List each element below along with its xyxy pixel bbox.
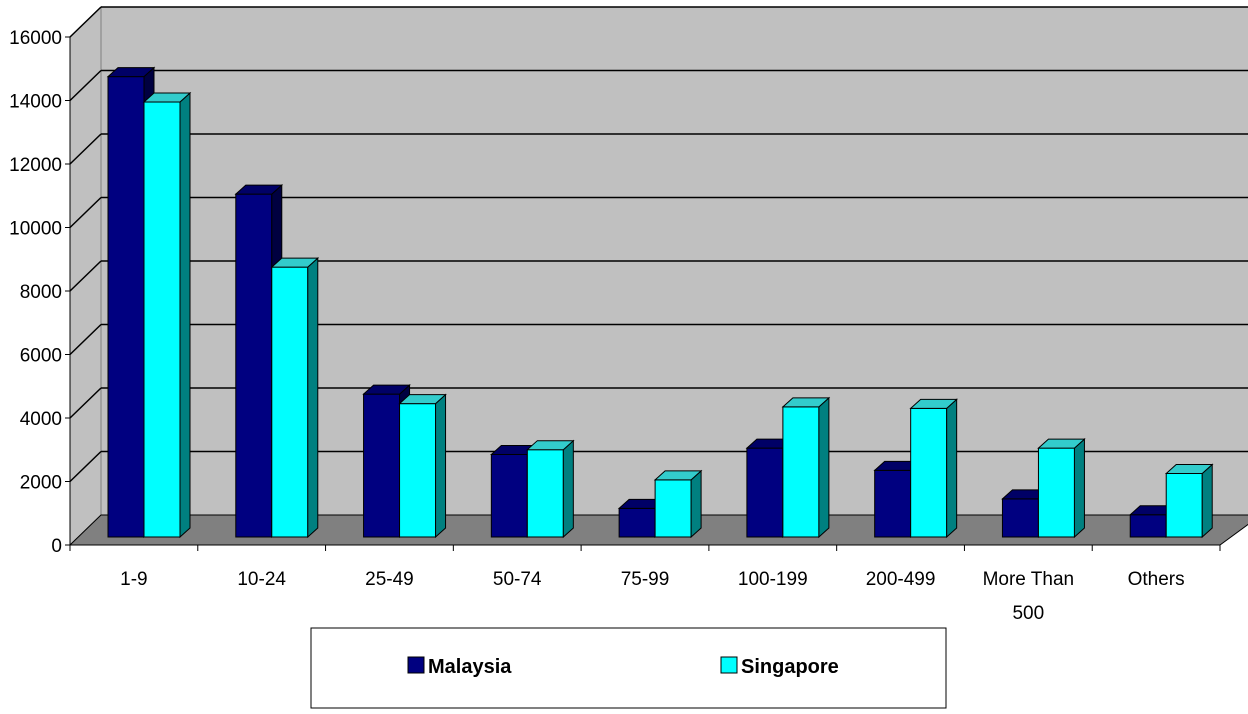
- bar-singapore-6: [909, 398, 958, 539]
- bar-front: [143, 101, 181, 538]
- bar-front: [107, 76, 145, 538]
- y-tick-label: 12000: [9, 155, 62, 176]
- bar-front: [874, 469, 912, 538]
- gridline-side: [69, 387, 102, 419]
- gridline-side: [69, 450, 102, 483]
- bar-singapore-4: [653, 469, 703, 539]
- bar-side: [435, 393, 447, 539]
- bar-top: [781, 397, 831, 408]
- x-tick-label: 50-74: [493, 569, 542, 590]
- bar-singapore-0: [142, 91, 192, 539]
- bar-singapore-8: [1164, 463, 1214, 539]
- bar-front: [618, 507, 656, 538]
- gridline-side: [69, 196, 102, 229]
- y-tick-label: 6000: [20, 346, 62, 367]
- x-tick-label: 200-499: [866, 569, 936, 590]
- bar-front: [526, 449, 564, 538]
- bar-front: [490, 453, 528, 538]
- y-tick-label: 2000: [20, 473, 62, 494]
- bar-singapore-7: [1037, 437, 1086, 539]
- bar-top: [398, 394, 447, 405]
- x-tick-label: More Than: [983, 569, 1075, 590]
- x-tick-label: 1-9: [120, 569, 147, 590]
- legend-label-singapore: Singapore: [741, 656, 839, 678]
- bar-top: [142, 92, 192, 103]
- bar-side: [818, 396, 830, 539]
- bar-front: [1129, 514, 1167, 538]
- bar-front: [271, 266, 309, 538]
- bar-top: [234, 184, 284, 195]
- gridline-side: [69, 69, 102, 102]
- x-tick-label: 500: [1012, 603, 1044, 624]
- bar-front: [910, 407, 948, 538]
- bar-top: [653, 470, 703, 481]
- bar-side: [690, 469, 702, 539]
- bar-top: [362, 384, 411, 395]
- bar-top: [106, 67, 156, 78]
- x-tick-label: 100-199: [738, 569, 808, 590]
- bar-front: [1037, 447, 1075, 538]
- bar-front: [782, 406, 820, 538]
- legend-label-malaysia: Malaysia: [428, 656, 512, 678]
- bar-front: [363, 393, 401, 538]
- bar-side: [307, 257, 319, 539]
- bar-front: [654, 479, 692, 538]
- gridline-side: [69, 260, 102, 292]
- bar-front: [399, 403, 437, 538]
- bar-top: [526, 440, 575, 451]
- bar-top: [1037, 438, 1086, 449]
- legend-box: [310, 627, 947, 709]
- bar-side: [946, 398, 958, 539]
- gridline-side: [69, 133, 102, 165]
- bar-front: [746, 447, 784, 538]
- axis-labels: 0 2000 4000 6000 8000 10000 12000 14000 16000 1-9…: [9, 28, 1184, 624]
- axes: [65, 36, 1221, 551]
- bar-top: [909, 398, 958, 409]
- bar-front: [1165, 473, 1203, 538]
- y-tick-label: 10000: [9, 219, 62, 240]
- bars: [106, 66, 1214, 539]
- y-tick-label: 4000: [20, 409, 62, 430]
- y-tick-label: 14000: [9, 92, 62, 113]
- x-tick-label: 75-99: [621, 569, 670, 590]
- y-tick-label: 16000: [9, 28, 62, 49]
- legend: Malaysia Singapore: [310, 627, 947, 709]
- gridline-side: [69, 323, 102, 356]
- bar-top: [1164, 464, 1214, 474]
- bar-singapore-5: [781, 396, 831, 539]
- gridline-side: [69, 6, 102, 38]
- bar-front: [1001, 498, 1039, 538]
- y-tick-label: 8000: [20, 282, 62, 303]
- x-tick-label: 25-49: [365, 569, 414, 590]
- x-tick-label: 10-24: [237, 569, 286, 590]
- legend-swatch-malaysia: [407, 656, 425, 674]
- y-tick-label: 0: [51, 536, 62, 557]
- bar-side: [1201, 463, 1213, 539]
- bar-side: [1073, 437, 1085, 539]
- bar-front: [235, 193, 273, 538]
- bar-side: [179, 91, 191, 539]
- legend-swatch-singapore: [720, 656, 738, 674]
- bar-top: [270, 257, 320, 268]
- bar-singapore-3: [526, 439, 575, 539]
- bar-singapore-2: [398, 393, 447, 539]
- x-tick-label: Others: [1128, 569, 1185, 590]
- bar-singapore-1: [270, 257, 320, 539]
- bar-side: [562, 439, 574, 539]
